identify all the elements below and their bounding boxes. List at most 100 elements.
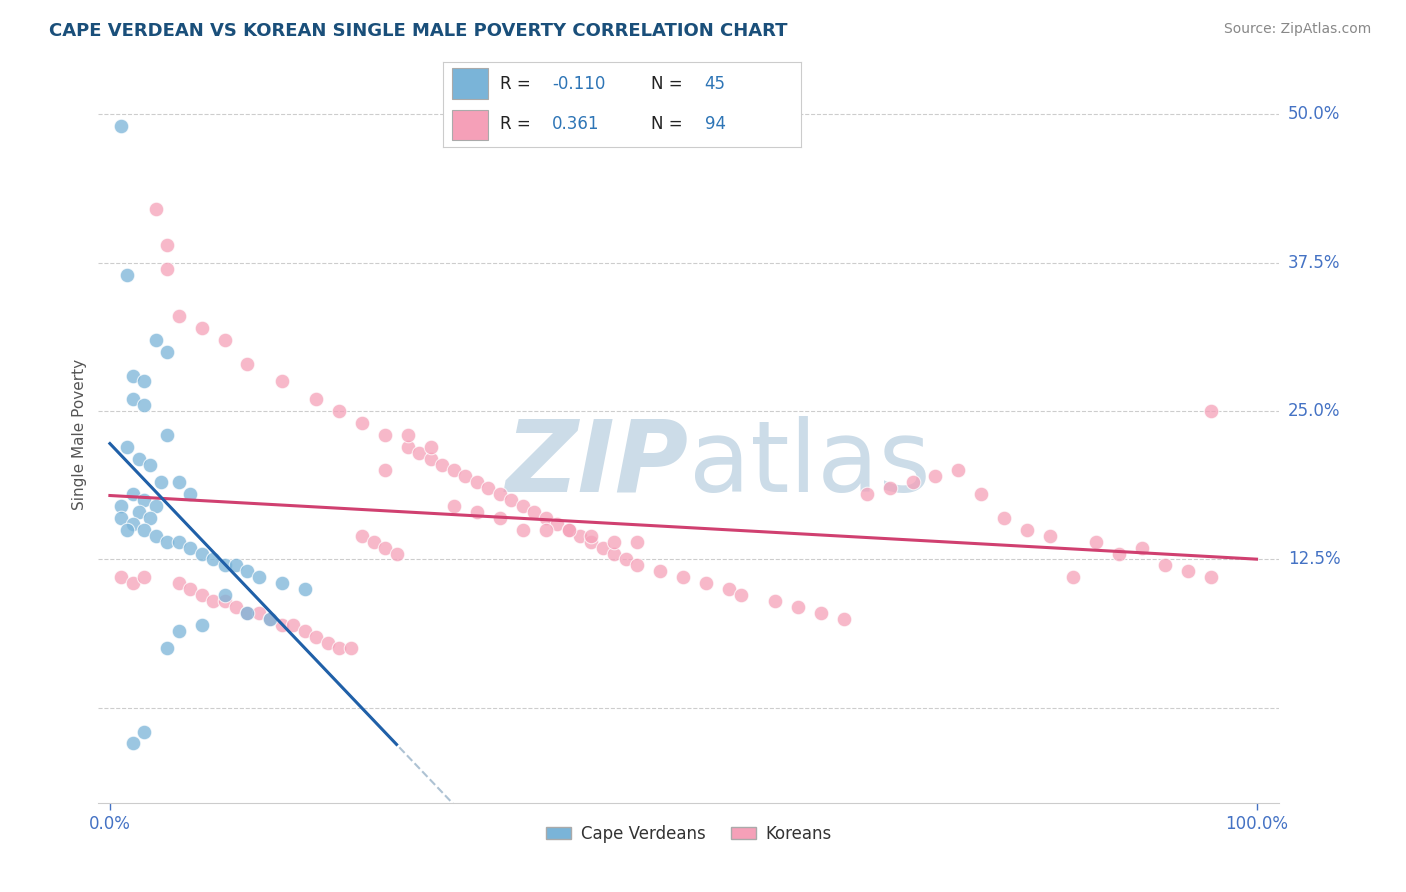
Point: [477, 481, 499, 495]
Bar: [451, 69, 488, 99]
Point: [156, 534, 179, 549]
Point: [305, 630, 328, 644]
Point: [1130, 541, 1153, 555]
Point: [581, 534, 603, 549]
Text: 50.0%: 50.0%: [1288, 105, 1340, 123]
Point: [121, 368, 143, 383]
Point: [1199, 570, 1222, 584]
Point: [190, 321, 212, 335]
Point: [134, 398, 156, 412]
Point: [134, 523, 156, 537]
Point: [855, 487, 877, 501]
Point: [948, 463, 970, 477]
Point: [352, 416, 374, 430]
Point: [557, 523, 579, 537]
Point: [214, 333, 236, 347]
Point: [156, 261, 179, 276]
Point: [167, 475, 190, 490]
Point: [167, 309, 190, 323]
Point: [730, 588, 752, 602]
Point: [115, 440, 138, 454]
Point: [270, 576, 292, 591]
Point: [363, 534, 385, 549]
Point: [259, 612, 281, 626]
Point: [225, 599, 247, 614]
Point: [145, 333, 167, 347]
Point: [167, 534, 190, 549]
Point: [1199, 404, 1222, 418]
Point: [236, 606, 259, 620]
Point: [603, 534, 626, 549]
Text: atlas: atlas: [689, 416, 931, 513]
Point: [236, 357, 259, 371]
Point: [145, 529, 167, 543]
Point: [115, 268, 138, 282]
Point: [128, 451, 150, 466]
Point: [970, 487, 993, 501]
Point: [236, 565, 259, 579]
Point: [214, 594, 236, 608]
Point: [810, 606, 832, 620]
Point: [110, 499, 132, 513]
Point: [763, 594, 786, 608]
Point: [179, 582, 201, 596]
Point: [695, 576, 717, 591]
Point: [134, 375, 156, 389]
Point: [374, 463, 396, 477]
Y-axis label: Single Male Poverty: Single Male Poverty: [72, 359, 87, 510]
Bar: [451, 110, 488, 140]
Point: [501, 493, 523, 508]
Point: [603, 547, 626, 561]
Point: [546, 516, 568, 531]
Point: [1177, 565, 1199, 579]
Point: [179, 487, 201, 501]
Point: [1153, 558, 1175, 573]
Text: -0.110: -0.110: [553, 75, 606, 93]
Point: [156, 344, 179, 359]
Text: 25.0%: 25.0%: [1288, 402, 1340, 420]
Point: [328, 641, 350, 656]
Point: [145, 202, 167, 217]
Point: [420, 440, 443, 454]
Point: [139, 511, 162, 525]
Point: [202, 594, 225, 608]
Point: [396, 440, 419, 454]
Text: N =: N =: [651, 115, 688, 133]
Text: 12.5%: 12.5%: [1288, 550, 1340, 568]
Point: [316, 635, 339, 649]
Point: [718, 582, 741, 596]
Point: [214, 558, 236, 573]
Point: [259, 612, 281, 626]
Point: [115, 523, 138, 537]
Point: [167, 624, 190, 638]
Point: [432, 458, 454, 472]
Point: [832, 612, 855, 626]
Point: [786, 599, 808, 614]
Point: [396, 427, 419, 442]
Point: [672, 570, 695, 584]
Point: [134, 570, 156, 584]
Point: [110, 120, 132, 134]
Point: [374, 427, 396, 442]
Point: [488, 487, 510, 501]
Point: [150, 475, 173, 490]
Point: [534, 523, 557, 537]
Point: [156, 641, 179, 656]
Point: [305, 392, 328, 407]
Point: [202, 552, 225, 566]
Point: [110, 511, 132, 525]
Point: [156, 238, 179, 252]
Point: [374, 541, 396, 555]
Point: [1108, 547, 1130, 561]
Text: R =: R =: [501, 115, 536, 133]
Text: R =: R =: [501, 75, 536, 93]
Point: [420, 451, 443, 466]
Legend: Cape Verdeans, Koreans: Cape Verdeans, Koreans: [540, 818, 838, 850]
Point: [650, 565, 672, 579]
Point: [1062, 570, 1084, 584]
Point: [121, 736, 143, 750]
Point: [569, 529, 592, 543]
Point: [557, 523, 579, 537]
Point: [993, 511, 1015, 525]
Text: 0.361: 0.361: [553, 115, 600, 133]
